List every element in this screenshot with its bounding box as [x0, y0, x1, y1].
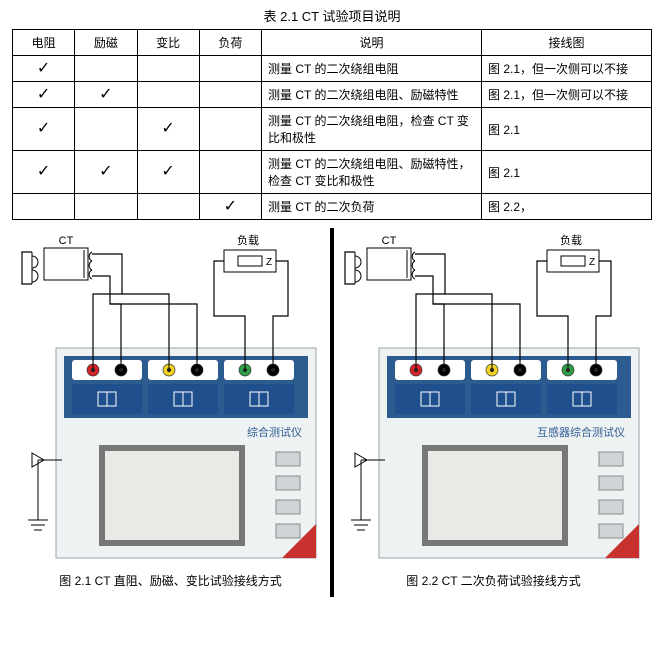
desc-cell: 测量 CT 的二次绕组电阻、励磁特性，检查 CT 变比和极性: [262, 151, 482, 194]
check-cell: ✓: [75, 82, 137, 108]
check-cell: ✓: [13, 151, 75, 194]
check-cell: ✓: [137, 108, 199, 151]
wiring-cell: 图 2.1，但一次侧可以不接: [482, 56, 652, 82]
check-cell: [75, 108, 137, 151]
svg-text:互感器综合测试仪: 互感器综合测试仪: [537, 425, 625, 439]
diagram-right: CT 负载 Z 互感器综合测试仪 图 2.2 CT 二次负荷试验接线方式: [335, 228, 652, 597]
th-load: 负荷: [199, 30, 261, 56]
desc-cell: 测量 CT 的二次绕组电阻，检查 CT 变比和极性: [262, 108, 482, 151]
wiring-diagram-left: CT 负载 Z 综合测试仪: [16, 228, 326, 568]
th-resistance: 电阻: [13, 30, 75, 56]
th-excitation: 励磁: [75, 30, 137, 56]
ct-table: 电阻 励磁 变比 负荷 说明 接线图 ✓ 测量 CT 的二次绕组电阻图 2.1，但…: [12, 29, 652, 220]
desc-cell: 测量 CT 的二次绕组电阻: [262, 56, 482, 82]
table-row: ✓✓✓测量 CT 的二次绕组电阻、励磁特性，检查 CT 变比和极性图 2.1: [13, 151, 652, 194]
svg-text:Z: Z: [589, 257, 595, 268]
diagram-left: CT 负载 Z 综合测试仪 图 2.1 CT 直阻、励磁、变比试验接线方式: [12, 228, 329, 597]
check-cell: [137, 194, 199, 220]
check-cell: [75, 194, 137, 220]
check-cell: ✓: [13, 56, 75, 82]
wiring-cell: 图 2.1，但一次侧可以不接: [482, 82, 652, 108]
svg-text:CT: CT: [381, 235, 396, 247]
table-row: ✓测量 CT 的二次负荷图 2.2，: [13, 194, 652, 220]
check-cell: [199, 56, 261, 82]
desc-cell: 测量 CT 的二次负荷: [262, 194, 482, 220]
svg-text:负载: 负载: [237, 233, 259, 247]
table-row: ✓✓ 测量 CT 的二次绕组电阻、励磁特性图 2.1，但一次侧可以不接: [13, 82, 652, 108]
svg-text:综合测试仪: 综合测试仪: [247, 425, 302, 439]
svg-text:Z: Z: [266, 257, 272, 268]
diagrams-row: CT 负载 Z 综合测试仪 图 2.1 CT 直阻、励磁、变比试验接线方式 CT 负载 Z…: [12, 228, 652, 597]
th-ratio: 变比: [137, 30, 199, 56]
check-cell: ✓: [75, 151, 137, 194]
wiring-cell: 图 2.1: [482, 108, 652, 151]
th-wiring: 接线图: [482, 30, 652, 56]
check-cell: [199, 108, 261, 151]
desc-cell: 测量 CT 的二次绕组电阻、励磁特性: [262, 82, 482, 108]
check-cell: [137, 82, 199, 108]
wiring-diagram-right: CT 负载 Z 互感器综合测试仪: [339, 228, 649, 568]
wiring-cell: 图 2.2，: [482, 194, 652, 220]
check-cell: ✓: [199, 194, 261, 220]
table-header-row: 电阻 励磁 变比 负荷 说明 接线图: [13, 30, 652, 56]
svg-text:负载: 负载: [560, 233, 582, 247]
check-cell: ✓: [13, 108, 75, 151]
check-cell: [13, 194, 75, 220]
th-desc: 说明: [262, 30, 482, 56]
check-cell: ✓: [137, 151, 199, 194]
check-cell: [137, 56, 199, 82]
check-cell: [199, 151, 261, 194]
check-cell: [75, 56, 137, 82]
diagram-divider: [330, 228, 334, 597]
table-row: ✓ 测量 CT 的二次绕组电阻图 2.1，但一次侧可以不接: [13, 56, 652, 82]
caption-right: 图 2.2 CT 二次负荷试验接线方式: [406, 568, 580, 597]
check-cell: [199, 82, 261, 108]
table-row: ✓ ✓ 测量 CT 的二次绕组电阻，检查 CT 变比和极性图 2.1: [13, 108, 652, 151]
svg-text:CT: CT: [58, 235, 73, 247]
caption-left: 图 2.1 CT 直阻、励磁、变比试验接线方式: [59, 568, 281, 597]
check-cell: ✓: [13, 82, 75, 108]
wiring-cell: 图 2.1: [482, 151, 652, 194]
table-title: 表 2.1 CT 试验项目说明: [0, 0, 664, 29]
